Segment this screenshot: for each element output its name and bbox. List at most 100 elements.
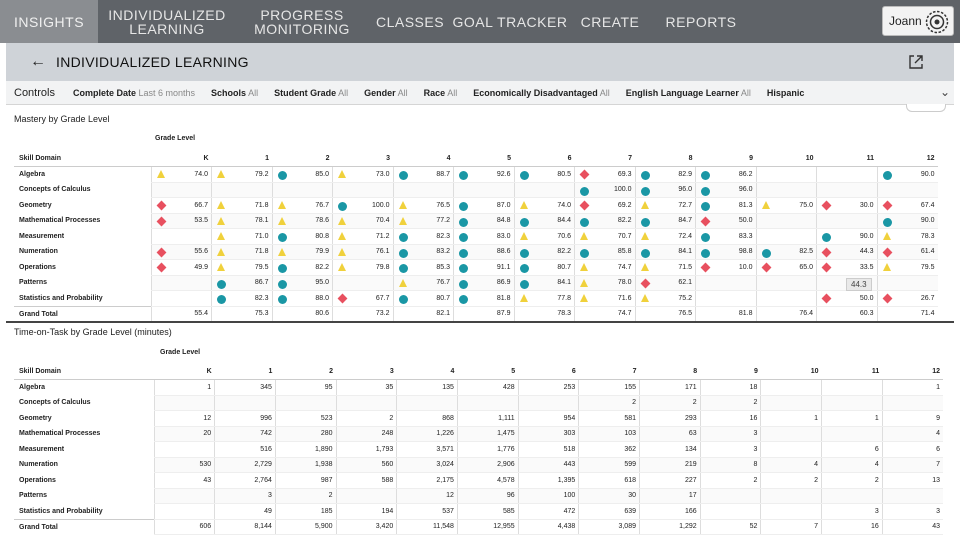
table-cell[interactable]: 16 bbox=[699, 410, 761, 427]
table-cell[interactable]: 428 bbox=[456, 379, 519, 396]
table-cell[interactable]: 76.1 bbox=[332, 244, 393, 260]
table-cell[interactable]: 4,578 bbox=[456, 472, 519, 489]
table-cell[interactable]: 76.7 bbox=[392, 275, 454, 291]
table-cell[interactable]: 85.3 bbox=[392, 259, 454, 276]
total-cell[interactable]: 16 bbox=[821, 518, 883, 535]
table-cell[interactable]: 253 bbox=[517, 379, 579, 396]
table-cell[interactable]: 65.0 bbox=[755, 259, 817, 276]
table-cell[interactable]: 3 bbox=[699, 426, 761, 442]
total-cell[interactable]: 52 bbox=[699, 518, 761, 535]
table-cell[interactable]: 293 bbox=[639, 410, 701, 427]
grade-column-header[interactable]: 9 bbox=[695, 151, 756, 167]
table-cell[interactable] bbox=[392, 182, 454, 198]
grade-column-header[interactable]: 4 bbox=[396, 364, 458, 380]
table-cell[interactable]: 2 bbox=[699, 472, 761, 489]
table-cell[interactable] bbox=[396, 395, 458, 411]
table-cell[interactable]: 2 bbox=[699, 395, 761, 411]
table-cell[interactable]: 1 bbox=[760, 410, 822, 427]
table-cell[interactable]: 7 bbox=[881, 457, 943, 473]
table-cell[interactable] bbox=[695, 290, 756, 307]
table-cell[interactable]: 2 bbox=[274, 488, 337, 504]
total-cell[interactable]: 8,144 bbox=[214, 518, 276, 535]
table-cell[interactable]: 82.3 bbox=[392, 228, 454, 245]
table-cell[interactable] bbox=[816, 213, 877, 229]
table-cell[interactable] bbox=[821, 379, 883, 396]
table-cell[interactable]: 50.0 bbox=[695, 213, 756, 229]
table-cell[interactable]: 80.5 bbox=[513, 166, 575, 183]
table-cell[interactable] bbox=[211, 182, 272, 198]
table-cell[interactable]: 2,764 bbox=[214, 472, 276, 489]
table-cell[interactable] bbox=[513, 182, 575, 198]
table-cell[interactable]: 3 bbox=[821, 503, 883, 520]
table-cell[interactable]: 155 bbox=[578, 379, 640, 396]
nav-insights[interactable]: INSIGHTS bbox=[0, 0, 98, 43]
nav-progress-monitoring[interactable]: PROGRESS MONITORING bbox=[254, 6, 350, 37]
table-cell[interactable]: 33.5 bbox=[816, 259, 877, 276]
table-cell[interactable]: 3 bbox=[699, 441, 761, 458]
table-cell[interactable] bbox=[755, 166, 817, 183]
table-cell[interactable]: 248 bbox=[335, 426, 397, 442]
table-cell[interactable]: 12 bbox=[396, 488, 458, 504]
table-cell[interactable] bbox=[517, 395, 579, 411]
table-cell[interactable] bbox=[335, 395, 397, 411]
grade-column-header[interactable]: 1 bbox=[214, 364, 276, 380]
table-cell[interactable] bbox=[755, 290, 817, 307]
table-cell[interactable]: 70.6 bbox=[513, 228, 575, 245]
table-cell[interactable]: 86.7 bbox=[211, 275, 272, 291]
table-cell[interactable]: 82.2 bbox=[271, 259, 333, 276]
table-cell[interactable]: 185 bbox=[274, 503, 337, 520]
table-cell[interactable]: 80.7 bbox=[513, 259, 575, 276]
table-cell[interactable]: 26.7 bbox=[876, 290, 938, 307]
grade-column-header[interactable]: 7 bbox=[574, 151, 635, 167]
table-cell[interactable]: 72.4 bbox=[634, 228, 696, 245]
filter-race[interactable]: Race All bbox=[424, 88, 458, 98]
table-cell[interactable]: 44.3 bbox=[816, 244, 877, 260]
table-cell[interactable]: 82.5 bbox=[755, 244, 817, 260]
table-cell[interactable]: 70.4 bbox=[332, 213, 393, 229]
total-cell[interactable]: 55.4 bbox=[150, 305, 212, 322]
table-cell[interactable]: 86.9 bbox=[453, 275, 514, 291]
table-cell[interactable]: 560 bbox=[335, 457, 397, 473]
grade-column-header[interactable]: 5 bbox=[457, 364, 519, 380]
total-cell[interactable]: 75.3 bbox=[211, 305, 272, 322]
grade-column-header[interactable]: 7 bbox=[578, 364, 640, 380]
total-cell[interactable]: 5,900 bbox=[274, 518, 337, 535]
back-arrow-icon[interactable]: ← bbox=[30, 53, 46, 70]
total-cell[interactable]: 3,089 bbox=[578, 518, 640, 535]
table-cell[interactable]: 1,776 bbox=[456, 441, 519, 458]
table-cell[interactable]: 8 bbox=[699, 457, 761, 473]
total-cell[interactable]: 73.2 bbox=[332, 305, 393, 322]
table-cell[interactable]: 6 bbox=[821, 441, 883, 458]
table-cell[interactable]: 472 bbox=[517, 503, 579, 520]
table-cell[interactable] bbox=[699, 503, 761, 520]
table-cell[interactable]: 63 bbox=[639, 426, 701, 442]
table-cell[interactable]: 49 bbox=[214, 503, 276, 520]
table-cell[interactable]: 103 bbox=[578, 426, 640, 442]
table-cell[interactable] bbox=[876, 275, 938, 291]
table-cell[interactable]: 1 bbox=[881, 379, 943, 396]
total-cell[interactable]: 60.3 bbox=[816, 305, 877, 322]
table-cell[interactable]: 2 bbox=[821, 472, 883, 489]
table-cell[interactable]: 1 bbox=[821, 410, 883, 427]
table-cell[interactable]: 362 bbox=[578, 441, 640, 458]
table-cell[interactable]: 227 bbox=[639, 472, 701, 489]
table-cell[interactable] bbox=[150, 228, 212, 245]
table-cell[interactable]: 75.2 bbox=[634, 290, 696, 307]
grade-column-header[interactable]: 6 bbox=[514, 151, 575, 167]
grade-column-header[interactable]: 1 bbox=[211, 151, 272, 167]
table-cell[interactable]: 82.2 bbox=[574, 213, 635, 229]
grade-column-header[interactable]: 8 bbox=[635, 151, 696, 167]
filter-complete-date[interactable]: Complete Date Last 6 months bbox=[73, 88, 195, 98]
table-cell[interactable]: 2 bbox=[335, 410, 397, 427]
table-cell[interactable] bbox=[214, 395, 276, 411]
table-cell[interactable]: 77.8 bbox=[513, 290, 575, 307]
table-cell[interactable]: 996 bbox=[214, 410, 276, 427]
table-cell[interactable] bbox=[274, 395, 337, 411]
table-cell[interactable]: 2 bbox=[760, 472, 822, 489]
table-cell[interactable]: 100.0 bbox=[574, 182, 635, 198]
table-cell[interactable]: 96.0 bbox=[634, 182, 696, 198]
table-cell[interactable]: 4 bbox=[821, 457, 883, 473]
table-cell[interactable]: 84.4 bbox=[513, 213, 575, 229]
table-cell[interactable]: 2,729 bbox=[214, 457, 276, 473]
table-cell[interactable]: 194 bbox=[335, 503, 397, 520]
